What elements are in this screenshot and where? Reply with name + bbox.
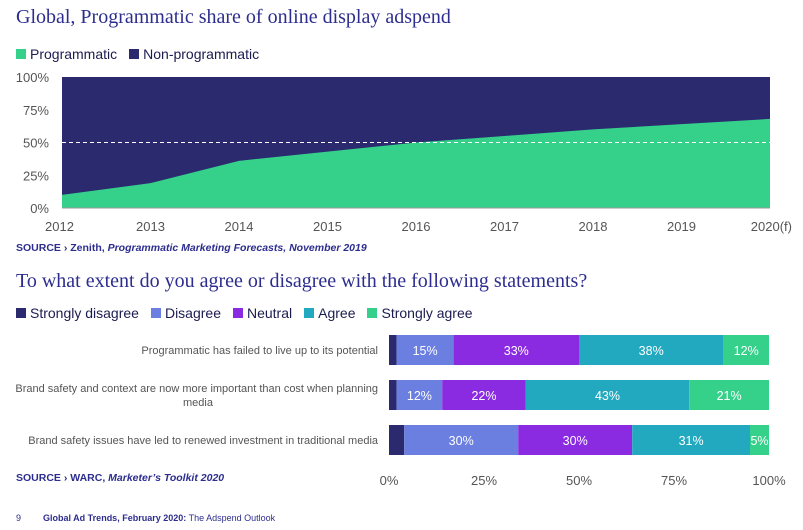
- footer-report-subtitle: The Adspend Outlook: [186, 513, 276, 523]
- x-tick-label: 2017: [490, 219, 519, 234]
- bar-segment-agree: [579, 335, 724, 365]
- bar-data-label: 30%: [563, 434, 588, 448]
- legend-label: Agree: [318, 305, 356, 321]
- y-tick-label: 0%: [30, 201, 49, 216]
- legend-swatch: [150, 308, 161, 318]
- x-tick-label: 2020(f): [751, 219, 792, 234]
- y-tick-label: 75%: [23, 103, 49, 118]
- legend-survey: Strongly disagree Disagree Neutral Agree Str…: [16, 305, 473, 321]
- legend-label: Disagree: [164, 305, 221, 321]
- y-tick-label: 25%: [23, 168, 49, 183]
- bar-segment-strongly-disagree: [389, 425, 405, 455]
- source-prefix: SOURCE › Zenith,: [16, 242, 108, 254]
- legend-swatch: [129, 49, 140, 59]
- x-tick-label: 2012: [45, 219, 74, 234]
- bar-data-label: 33%: [504, 344, 529, 358]
- bar-segment-neutral: [453, 335, 579, 365]
- source-prefix: SOURCE › WARC,: [16, 472, 109, 484]
- chart-title-adspend: Global, Programmatic share of online dis…: [16, 6, 451, 28]
- y-tick-label: 100%: [16, 70, 50, 85]
- x-tick-label: 75%: [661, 473, 687, 488]
- bar-data-label: 43%: [595, 389, 620, 403]
- bar-segment-disagree: [396, 335, 454, 365]
- x-tick-label: 100%: [752, 473, 786, 488]
- legend-item-non-programmatic: Non-programmatic: [129, 46, 259, 62]
- category-label: media: [183, 397, 214, 409]
- bar-segment-neutral: [442, 380, 526, 410]
- legend-item-neutral: Neutral: [232, 305, 293, 321]
- legend-item-strongly-disagree: Strongly disagree: [16, 305, 139, 321]
- x-tick-label: 2015: [313, 219, 342, 234]
- bar-segment-neutral: [518, 425, 633, 455]
- category-label: Brand safety issues have led to renewed …: [28, 435, 379, 447]
- bar-segment-strongly-agree: [723, 335, 769, 365]
- legend-swatch: [232, 308, 243, 318]
- bar-data-label: 15%: [413, 344, 438, 358]
- category-label: Programmatic has failed to live up to it…: [141, 345, 378, 357]
- bar-data-label: 31%: [679, 434, 704, 448]
- bar-data-label: 12%: [407, 389, 432, 403]
- legend-swatch: [16, 49, 26, 59]
- x-tick-label: 2014: [225, 219, 254, 234]
- bar-segment-agree: [632, 425, 750, 455]
- legend-label: Strongly agree: [381, 305, 473, 321]
- bar-data-label: 12%: [734, 344, 759, 358]
- footer-report-title: Global Ad Trends, February 2020:: [43, 513, 187, 523]
- legend-label: Neutral: [246, 305, 293, 321]
- bar-segment-disagree: [396, 380, 443, 410]
- bar-data-label: 30%: [449, 434, 474, 448]
- legend-swatch: [16, 308, 26, 318]
- x-tick-label: 2019: [667, 219, 696, 234]
- legend-item-disagree: Disagree: [150, 305, 221, 321]
- x-tick-label: 2016: [402, 219, 431, 234]
- bar-data-label: 5%: [750, 434, 768, 448]
- source-note-zenith: SOURCE › Zenith, Programmatic Marketing …: [16, 242, 367, 254]
- x-tick-label: 25%: [471, 473, 497, 488]
- legend-label: Programmatic: [30, 46, 118, 62]
- chart-title-survey: To what extent do you agree or disagree …: [16, 270, 588, 292]
- bar-data-label: 21%: [717, 389, 742, 403]
- bar-segment-disagree: [404, 425, 519, 455]
- legend-label: Non-programmatic: [143, 46, 260, 62]
- legend-swatch: [367, 308, 378, 318]
- page-number: 9: [16, 513, 22, 523]
- legend-item-agree: Agree: [304, 305, 355, 321]
- source-publication: Programmatic Marketing Forecasts, Novemb…: [107, 242, 367, 254]
- bar-segment-agree: [525, 380, 690, 410]
- bar-data-label: 38%: [639, 344, 664, 358]
- category-label: Brand safety and context are now more im…: [15, 383, 378, 395]
- x-tick-label: 2013: [136, 219, 165, 234]
- legend-item-strongly-agree: Strongly agree: [367, 305, 473, 321]
- legend-swatch: [304, 308, 315, 318]
- bar-segment-strongly-agree: [750, 425, 769, 455]
- legend-adspend: Programmatic Non-programmatic: [16, 46, 259, 62]
- area-programmatic: [62, 118, 770, 208]
- bar-data-label: 22%: [471, 389, 496, 403]
- legend-item-programmatic: Programmatic: [16, 46, 117, 62]
- source-publication: Marketer’s Toolkit 2020: [108, 472, 225, 484]
- bar-segment-strongly-disagree: [389, 335, 397, 365]
- source-note-warc: SOURCE › WARC, Marketer’s Toolkit 2020: [16, 472, 224, 484]
- bar-segment-strongly-agree: [689, 380, 769, 410]
- x-tick-label: 2018: [579, 219, 608, 234]
- page-footer: 9 Global Ad Trends, February 2020: The Ad…: [16, 513, 275, 523]
- y-tick-label: 50%: [23, 136, 49, 151]
- bar-segment-strongly-disagree: [389, 380, 397, 410]
- legend-label: Strongly disagree: [30, 305, 139, 321]
- x-tick-label: 0%: [380, 473, 399, 488]
- x-tick-label: 50%: [566, 473, 592, 488]
